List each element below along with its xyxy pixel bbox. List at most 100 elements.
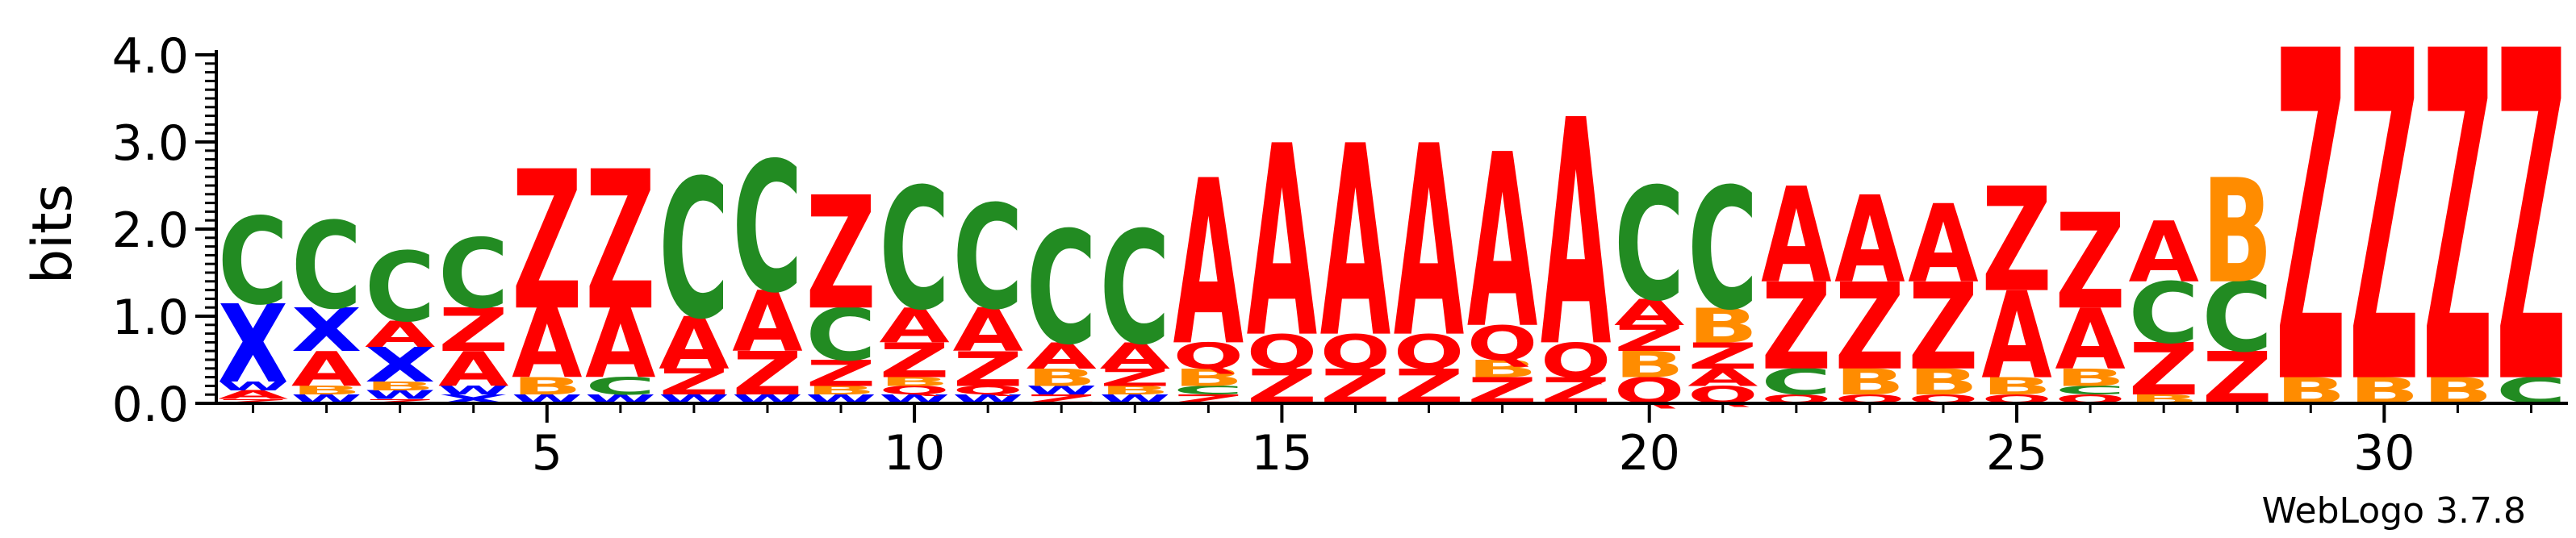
logo-letter-q: Q <box>1467 315 1537 371</box>
logo-letter-z: Z <box>659 362 729 403</box>
logo-letter-b: B <box>1173 364 1244 392</box>
logo-letter-c: C <box>438 220 508 332</box>
logo-stack-17: ZQA <box>1394 91 1464 415</box>
logo-letter-c: C <box>365 233 435 344</box>
logo-letter-z: Z <box>512 131 582 353</box>
logo-letter-x: X <box>291 295 362 365</box>
logo-stacks: ZAWXCWBAXCZWBXACXWAZCWBAZWCAZWZACWZACWBZ… <box>218 0 2566 484</box>
logo-letter-c: C <box>2055 384 2125 398</box>
logo-letter-a: A <box>585 290 655 400</box>
logo-letter-q: Q <box>1394 324 1464 380</box>
logo-letter-x: X <box>365 338 435 394</box>
logo-letter-q: Q <box>879 384 949 398</box>
logo-letter-q: Q <box>952 384 1022 398</box>
logo-letter-a: A <box>1614 292 1684 334</box>
logo-letter-w: W <box>1027 384 1097 398</box>
logo-letter-z: Z <box>1908 258 1978 397</box>
x-tick-label: 15 <box>1251 425 1312 482</box>
logo-letter-b: B <box>512 373 582 401</box>
logo-letter-c: C <box>1027 198 1097 379</box>
logo-letter-w: W <box>365 388 435 402</box>
logo-letter-a: A <box>1687 364 1758 391</box>
logo-letter-a: A <box>1467 103 1537 382</box>
logo-letter-z: Z <box>805 164 876 344</box>
logo-letter-c: C <box>1614 155 1684 336</box>
logo-letter-a: A <box>1541 55 1612 416</box>
logo-letter-q: Q <box>1247 324 1317 380</box>
logo-letter-c: C <box>2128 265 2198 363</box>
logo-letter-c: C <box>732 125 802 333</box>
logo-letter-a: A <box>1834 172 1905 311</box>
logo-letter-q: Q <box>1541 333 1611 389</box>
logo-letter-b: B <box>1614 344 1684 386</box>
logo-letter-a: A <box>1761 161 1831 313</box>
logo-letter-a: A <box>291 342 362 398</box>
logo-letter-b: B <box>2202 149 2273 316</box>
logo-letter-b: B <box>1687 298 1758 353</box>
logo-letter-q: Q <box>1173 335 1244 377</box>
logo-letter-z: Z <box>732 339 802 409</box>
logo-letter-c: C <box>879 152 949 348</box>
x-tick-label: 30 <box>2353 425 2415 482</box>
logo-stack-15: ZQA <box>1247 91 1317 415</box>
logo-letter-a: A <box>365 314 435 356</box>
logo-letter-a: A <box>659 302 730 386</box>
logo-letter-a: A <box>1173 131 1244 396</box>
logo-letter-a: A <box>1394 91 1464 396</box>
logo-stack-16: ZQA <box>1320 91 1390 415</box>
logo-letter-c: C <box>1100 198 1170 379</box>
logo-letter-a: A <box>732 273 803 371</box>
logo-letter-a: A <box>218 388 288 402</box>
logo-letter-a: A <box>1320 91 1390 396</box>
x-tick-label: 20 <box>1619 425 1680 482</box>
logo-letter-z: Z <box>1981 157 2051 324</box>
logo-letter-a: A <box>1027 336 1097 377</box>
y-axis-label: bits <box>21 184 85 284</box>
logo-letter-c: C <box>218 192 288 332</box>
logo-letter-a: A <box>1247 91 1317 396</box>
logo-letter-c: C <box>952 175 1022 342</box>
y-tick-label: 2.0 <box>112 202 189 259</box>
logo-letter-b: B <box>805 384 876 398</box>
logo-letter-z: Z <box>438 295 508 365</box>
logo-letter-b: B <box>291 384 362 398</box>
logo-letter-z: Z <box>1834 258 1905 397</box>
y-tick-label: 4.0 <box>112 28 189 85</box>
logo-letter-b: B <box>1467 355 1537 383</box>
logo-letter-a: A <box>1981 268 2052 407</box>
logo-letter-z: Z <box>1687 336 1758 377</box>
logo-letter-a: A <box>438 342 509 398</box>
y-tick-label: 0.0 <box>112 377 189 433</box>
x-tick-label: 25 <box>1986 425 2047 482</box>
logo-letter-z: Z <box>218 398 288 405</box>
weblogo-version-label: WebLogo 3.7.8 <box>2262 490 2526 532</box>
logo-letter-a: A <box>1100 336 1170 377</box>
logo-letter-b: B <box>1834 361 1905 403</box>
logo-letter-z: Z <box>1100 364 1170 391</box>
logo-letter-c: C <box>1173 384 1244 398</box>
logo-letter-a: A <box>512 290 582 400</box>
logo-letter-b: B <box>879 375 949 389</box>
logo-letter-a: A <box>952 295 1023 365</box>
logo-letter-q: Q <box>1320 324 1390 380</box>
x-axis: 5 10 15 20 25 30 <box>216 402 2568 482</box>
logo-letter-z: Z <box>585 131 655 353</box>
logo-letter-a: A <box>2055 290 2126 388</box>
logo-letter-z: Z <box>879 333 949 389</box>
